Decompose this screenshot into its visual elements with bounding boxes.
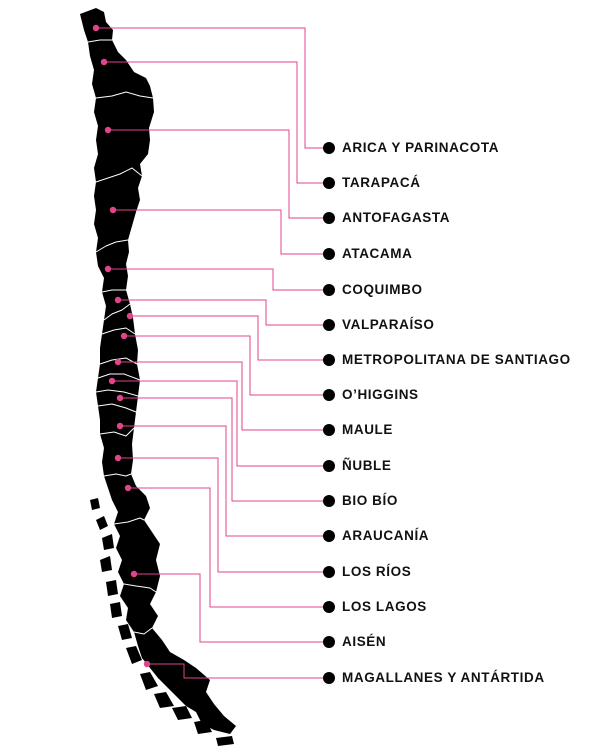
- region-label-ohiggins: O’HIGGINS: [342, 387, 419, 402]
- label-dot-magallanes: [323, 672, 335, 684]
- label-dot-biobio: [323, 495, 335, 507]
- leader-line-biobio: [120, 397, 329, 502]
- label-dot-atacama: [323, 248, 335, 260]
- leader-line-antofagasta: [108, 129, 329, 219]
- region-pin-ohiggins: [120, 332, 128, 340]
- label-dot-antofagasta: [323, 212, 335, 224]
- leader-line-arica: [96, 27, 329, 149]
- leader-line-araucania: [120, 425, 329, 537]
- leader-line-metropolitana: [130, 315, 329, 361]
- region-label-valparaiso: VALPARAÍSO: [342, 317, 435, 332]
- leader-lines: [92, 24, 335, 684]
- label-dot-coquimbo: [323, 284, 335, 296]
- label-dot-aisen: [323, 636, 335, 648]
- region-pin-magallanes: [143, 660, 151, 668]
- region-label-losrios: LOS RÍOS: [342, 564, 412, 579]
- label-dot-nuble: [323, 460, 335, 472]
- leader-line-coquimbo: [108, 268, 329, 291]
- region-label-arica: ARICA Y PARINACOTA: [342, 140, 500, 155]
- region-label-biobio: BIO BÍO: [342, 493, 398, 508]
- leader-line-maule: [118, 361, 329, 431]
- region-label-araucania: ARAUCANÍA: [342, 528, 430, 543]
- region-pin-aisen: [130, 570, 138, 578]
- region-pin-loslagos: [124, 484, 132, 492]
- leader-line-ohiggins: [124, 335, 329, 396]
- leader-line-aisen: [134, 573, 329, 643]
- region-label-tarapaca: TARAPACÁ: [342, 175, 421, 190]
- label-dot-araucania: [323, 530, 335, 542]
- region-pin-metropolitana: [126, 312, 134, 320]
- leader-line-nuble: [112, 380, 329, 467]
- leader-line-magallanes: [147, 663, 329, 679]
- label-dot-tarapaca: [323, 177, 335, 189]
- chile-mainland: [80, 8, 236, 734]
- label-dot-valparaiso: [323, 319, 335, 331]
- region-label-aisen: AISÉN: [342, 634, 387, 649]
- region-label-coquimbo: COQUIMBO: [342, 282, 423, 297]
- label-dot-loslagos: [323, 601, 335, 613]
- region-pin-antofagasta: [104, 126, 112, 134]
- region-pin-araucania: [116, 422, 124, 430]
- region-pin-atacama: [109, 206, 117, 214]
- label-dot-losrios: [323, 566, 335, 578]
- label-dot-maule: [323, 424, 335, 436]
- leader-line-valparaiso: [118, 299, 329, 326]
- leader-line-tarapaca: [104, 61, 329, 184]
- leader-line-losrios: [118, 457, 329, 573]
- southern-islands: [90, 498, 234, 746]
- region-label-metropolitana: METROPOLITANA DE SANTIAGO: [342, 352, 571, 367]
- label-dot-metropolitana: [323, 354, 335, 366]
- region-label-antofagasta: ANTOFAGASTA: [342, 210, 451, 225]
- region-label-atacama: ATACAMA: [342, 246, 413, 261]
- region-pin-biobio: [116, 394, 124, 402]
- region-pin-maule: [114, 358, 122, 366]
- region-pin-losrios: [114, 454, 122, 462]
- leader-line-atacama: [113, 209, 329, 255]
- region-pin-valparaiso: [114, 296, 122, 304]
- region-pin-coquimbo: [104, 265, 112, 273]
- region-borders: [87, 39, 157, 635]
- region-label-nuble: ÑUBLE: [342, 458, 392, 473]
- region-label-maule: MAULE: [342, 422, 393, 437]
- region-pin-nuble: [108, 377, 116, 385]
- region-pin-arica: [92, 24, 100, 32]
- region-label-magallanes: MAGALLANES Y ANTÁRTIDA: [342, 670, 545, 685]
- label-dot-arica: [323, 142, 335, 154]
- region-label-loslagos: LOS LAGOS: [342, 599, 427, 614]
- label-dot-ohiggins: [323, 389, 335, 401]
- region-pin-tarapaca: [100, 58, 108, 66]
- leader-line-loslagos: [128, 487, 329, 608]
